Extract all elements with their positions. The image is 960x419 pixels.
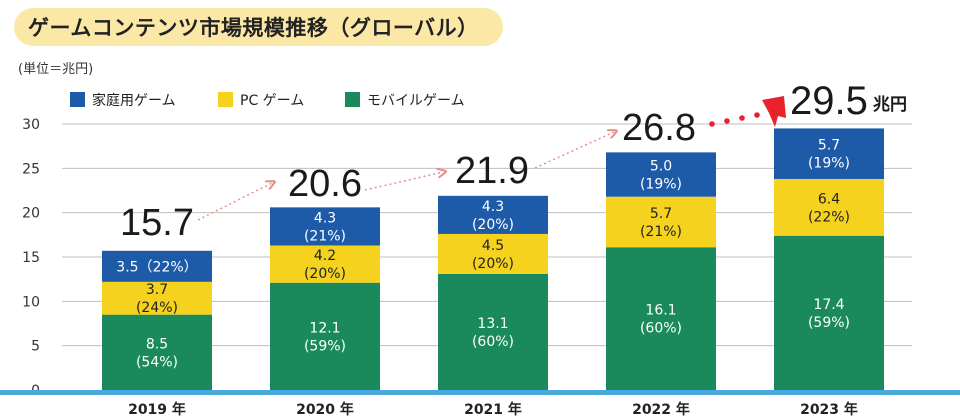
bar-segment [774,128,884,179]
bar-segment [606,247,716,390]
bar-data-label: 6.4 (22%) [808,191,850,225]
total-labels: 15.7 20.6 21.9 26.8 29.5 兆円 [120,79,907,244]
bar-segment [102,314,212,390]
x-tick-label: 2022 年 [632,401,690,418]
arrow-dot [754,112,760,118]
total-label: 26.8 [622,107,696,149]
bar-segment [102,281,212,315]
bar-data-label: 13.1 (60%) [472,316,514,350]
x-tick-label: 2023 年 [800,401,858,418]
legend: 家庭用ゲーム PC ゲーム モバイルゲーム [70,92,465,109]
bar-segment [270,282,380,390]
unit-label: (単位＝兆円) [18,62,94,77]
bar-data-label: 4.3 (21%) [304,210,346,244]
growth-arrow [197,183,272,221]
bar-segment [102,250,212,282]
total-label: 29.5 [790,79,868,123]
x-tick-label: 2019 年 [128,401,186,418]
legend-label: モバイルゲーム [367,93,465,109]
bar-data-label: 3.7 (24%) [136,282,178,316]
bar-data-label: 3.5（22%） [116,259,197,275]
bar-data-label: 5.7 (19%) [808,138,850,172]
growth-arrow [534,132,614,169]
bar-data-label: 4.5 (20%) [472,238,514,272]
bar-segment [774,235,884,390]
y-tick-label: 10 [22,294,40,310]
bar-segment [438,233,548,274]
bar-data-label: 16.1 (60%) [640,303,682,337]
total-label: 21.9 [455,150,529,192]
legend-label: 家庭用ゲーム [92,92,176,109]
bars: 8.5 (54%) 3.7 (24%) 3.5（22%） 12.1 (59%) 4.2 (20%… [102,128,884,390]
y-axis: 051015202530 [22,117,40,399]
bar-data-label: 12.1 (59%) [304,320,346,354]
bar-data-label: 4.2 (20%) [304,248,346,282]
arrow-head [762,96,786,127]
bar-segment [606,152,716,197]
y-tick-label: 5 [31,339,40,355]
bar-segment [774,178,884,236]
y-tick-label: 20 [22,206,40,222]
bar-data-label: 5.7 (21%) [640,206,682,240]
bar-segment [606,196,716,248]
legend-swatch [70,92,85,107]
chart-title: ゲームコンテンツ市場規模推移（グローバル） [14,8,503,46]
x-axis: 2019 年 2020 年 2021 年 2022 年 2023 年 [0,390,960,418]
legend-label: PC ゲーム [240,93,304,109]
bar-data-label: 17.4 (59%) [808,297,850,331]
x-tick-label: 2020 年 [296,401,354,418]
growth-arrows [197,96,786,221]
y-tick-label: 30 [22,117,40,133]
legend-swatch [345,92,360,107]
bar-data-label: 5.0 (19%) [640,159,682,193]
arrow-dot [724,118,730,124]
legend-swatch [218,92,233,107]
bar-segment [438,195,548,234]
growth-arrow [364,172,443,191]
y-tick-label: 15 [22,250,40,266]
bar-data-label: 8.5 (54%) [136,336,178,370]
x-axis-line [0,390,960,395]
total-unit-label: 兆円 [873,95,907,115]
x-tick-label: 2021 年 [464,401,522,418]
arrow-dot [739,115,745,121]
total-label: 15.7 [120,202,194,244]
total-label: 20.6 [288,163,362,205]
y-tick-label: 25 [22,161,40,177]
bar-segment [270,207,380,246]
bar-segment [438,273,548,390]
arrow-dot [709,121,715,127]
growth-arrow-strong [709,96,786,127]
bar-data-label: 4.3 (20%) [472,199,514,233]
bar-segment [270,245,380,283]
